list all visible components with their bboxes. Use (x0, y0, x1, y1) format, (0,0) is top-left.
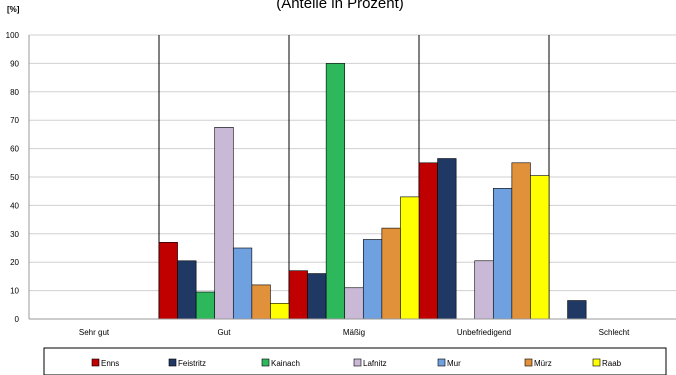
chart-title: (Anteile in Prozent) (276, 0, 404, 12)
y-tick-label: 0 (15, 315, 20, 324)
bar-feistritz-3 (307, 273, 327, 320)
y-tick-label: 50 (10, 173, 19, 182)
y-tick-label: 10 (10, 287, 19, 296)
bar-mur-2 (232, 247, 253, 320)
bar-enns-4 (418, 162, 438, 320)
y-tick-label: 80 (10, 88, 19, 97)
gridlines (29, 34, 676, 292)
legend-swatch-lafnitz (353, 358, 362, 367)
bar-mürz-4 (511, 162, 531, 320)
axes (28, 35, 676, 320)
bar-mürz-3 (381, 227, 401, 320)
y-tick-label: 30 (10, 230, 19, 239)
bar-feistritz-4 (437, 158, 457, 320)
bar-feistritz-2 (177, 260, 197, 320)
legend-swatch-enns (91, 358, 100, 367)
x-category-label: Schlecht (599, 328, 630, 337)
bar-raab-3 (400, 196, 420, 320)
bar-feistritz-5 (567, 300, 587, 320)
legend-swatch-feistritz (168, 358, 177, 367)
bar-raab-4 (530, 175, 550, 320)
legend-label: Feistritz (178, 359, 206, 368)
legend-label: Raab (602, 359, 622, 368)
legend-swatch-mürz (524, 358, 533, 367)
x-category-label: Unbefriedigend (457, 328, 511, 337)
y-axis-unit-label: [%] (7, 5, 20, 14)
x-category-label: Sehr gut (79, 328, 110, 337)
legend-label: Kainach (271, 359, 300, 368)
legend-label: Mur (447, 359, 461, 368)
y-tick-label: 70 (10, 116, 19, 125)
y-tick-label: 100 (6, 31, 20, 40)
y-axis-ticks: 0 10 20 30 40 50 60 70 80 90 100 (6, 31, 20, 324)
x-axis-category-labels: Sehr gut Gut Mäßig Unbefriedigend Schlecht (79, 328, 630, 337)
y-tick-label: 90 (10, 59, 19, 68)
bar-lafnitz-2 (214, 127, 234, 320)
bar-lafnitz-4 (474, 260, 494, 320)
y-tick-label: 20 (10, 258, 19, 267)
y-tick-label: 40 (10, 201, 19, 210)
bar-mur-3 (362, 239, 383, 320)
legend-swatch-raab (592, 358, 601, 367)
bars (158, 63, 587, 320)
x-category-label: Gut (218, 328, 232, 337)
legend: Enns Feistritz Kainach Lafnitz Mur Mürz Raab (43, 347, 667, 375)
bar-kainach-2 (195, 291, 216, 320)
bar-kainach-3 (325, 63, 346, 320)
legend-label: Lafnitz (363, 359, 387, 368)
legend-label: Mürz (534, 359, 552, 368)
legend-label: Enns (101, 359, 119, 368)
bar-enns-2 (158, 242, 178, 320)
y-tick-label: 60 (10, 145, 19, 154)
bar-mur-4 (492, 188, 513, 320)
legend-swatch-mur (437, 358, 446, 367)
bar-enns-3 (288, 270, 308, 320)
bar-lafnitz-3 (344, 287, 364, 320)
legend-swatch-kainach (261, 358, 270, 367)
bar-raab-2 (270, 303, 290, 320)
x-category-label: Mäßig (343, 328, 365, 337)
bar-mürz-2 (251, 284, 271, 320)
